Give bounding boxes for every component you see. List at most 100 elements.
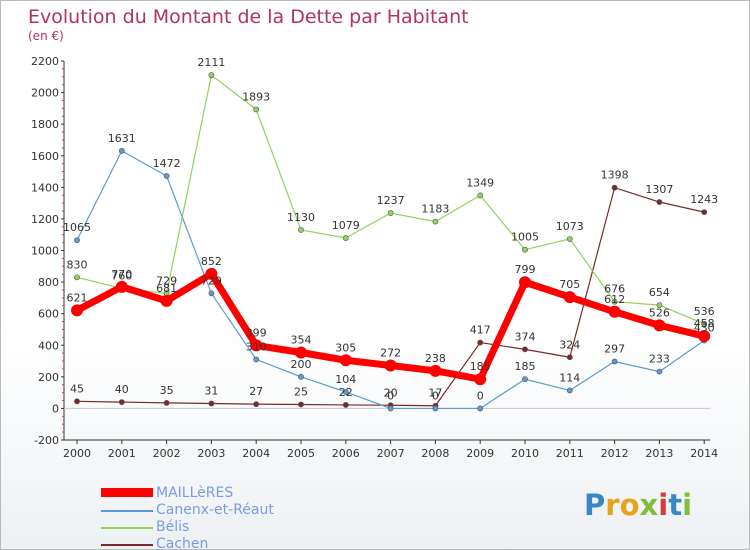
data-point: [208, 400, 215, 407]
data-point: [160, 294, 173, 307]
data-point: [253, 356, 260, 363]
data-point: [342, 235, 349, 241]
data-label: 185: [515, 360, 536, 373]
data-label: 1893: [242, 90, 270, 103]
data-point: [298, 373, 304, 380]
legend-label: Cachen: [156, 536, 209, 550]
x-tick-label: 2000: [63, 447, 91, 460]
data-point: [387, 210, 394, 216]
data-label: 114: [559, 371, 580, 384]
data-label: 17: [428, 387, 442, 400]
x-tick-label: 2004: [242, 447, 270, 460]
data-label: 1005: [511, 231, 539, 244]
data-label: 526: [649, 306, 670, 319]
data-point: [295, 346, 307, 359]
data-point: [298, 401, 304, 408]
data-label: 1631: [108, 132, 136, 145]
y-tick-label: 2000: [31, 87, 59, 100]
chart-title: Evolution du Montant de la Dette par Hab…: [28, 6, 469, 28]
data-label: 22: [339, 386, 353, 399]
y-tick-label: 1800: [31, 118, 59, 131]
data-label: 238: [425, 352, 446, 365]
data-point: [566, 354, 573, 361]
data-point: [522, 346, 528, 353]
data-label: 310: [246, 340, 267, 353]
data-label: 324: [559, 338, 580, 351]
data-label: 25: [294, 385, 308, 398]
data-point: [339, 354, 352, 367]
data-point: [519, 276, 531, 289]
data-label: 729: [201, 274, 222, 287]
data-label: 681: [156, 282, 177, 295]
data-label: 1243: [690, 193, 718, 206]
data-label: 399: [246, 326, 267, 339]
legend-swatch: [101, 527, 153, 529]
data-label: 2111: [197, 56, 225, 69]
data-point: [611, 298, 618, 305]
data-point: [163, 399, 170, 406]
data-point: [208, 290, 215, 297]
data-label: 760: [111, 269, 132, 282]
data-label: 430: [694, 322, 715, 335]
x-tick-label: 2009: [466, 447, 494, 460]
legend-label: MAILLèRES: [156, 485, 234, 501]
data-label: 612: [604, 293, 625, 306]
data-label: 417: [470, 324, 491, 337]
brand-logo: Proxiti: [584, 488, 692, 522]
data-point: [384, 359, 397, 372]
brand-letter: t: [668, 488, 683, 522]
data-point: [522, 246, 528, 253]
x-tick-label: 2012: [601, 447, 629, 460]
data-label: 676: [604, 283, 625, 296]
data-point: [253, 401, 260, 408]
data-label: 1349: [466, 176, 494, 189]
data-point: [566, 236, 573, 242]
x-tick-label: 2014: [690, 447, 718, 460]
y-tick-label: 200: [38, 371, 59, 384]
y-tick-label: -200: [34, 434, 59, 447]
data-label: 1307: [645, 183, 673, 196]
brand-letter: i: [682, 488, 693, 522]
y-tick-label: 800: [38, 276, 59, 289]
data-point: [608, 305, 621, 318]
data-label: 1237: [377, 194, 405, 207]
y-tick-label: 600: [38, 308, 59, 321]
legend-swatch: [101, 510, 153, 512]
data-label: 1079: [332, 219, 360, 232]
data-point: [253, 106, 260, 113]
data-label: 830: [67, 258, 88, 271]
y-tick-label: 400: [38, 339, 59, 352]
data-point: [298, 227, 304, 233]
data-label: 621: [67, 291, 88, 304]
data-label: 770: [111, 268, 132, 281]
legend-swatch: [101, 488, 153, 497]
data-point: [429, 364, 442, 377]
data-label: 1073: [556, 220, 584, 233]
data-label: 705: [559, 278, 580, 291]
x-tick-label: 2001: [108, 447, 136, 460]
brand-letter: P: [584, 488, 606, 522]
data-label: 852: [201, 255, 222, 268]
data-point: [566, 387, 573, 394]
data-point: [474, 373, 487, 386]
data-label: 654: [649, 286, 670, 299]
y-tick-label: 2200: [31, 55, 59, 68]
data-point: [342, 402, 349, 408]
data-point: [118, 147, 125, 154]
data-point: [115, 280, 128, 293]
data-label: 185: [470, 360, 491, 373]
x-tick-label: 2011: [556, 447, 584, 460]
data-label: 1065: [63, 221, 91, 234]
data-point: [163, 173, 170, 179]
data-label: 1130: [287, 211, 315, 224]
data-label: 40: [115, 383, 129, 396]
data-point: [477, 192, 484, 199]
data-label: 729: [156, 274, 177, 287]
y-tick-label: 1200: [31, 213, 59, 226]
data-point: [432, 405, 439, 412]
brand-letter: x: [639, 488, 659, 522]
x-tick-label: 2006: [332, 447, 360, 460]
data-point: [342, 389, 349, 395]
data-point: [118, 399, 125, 405]
